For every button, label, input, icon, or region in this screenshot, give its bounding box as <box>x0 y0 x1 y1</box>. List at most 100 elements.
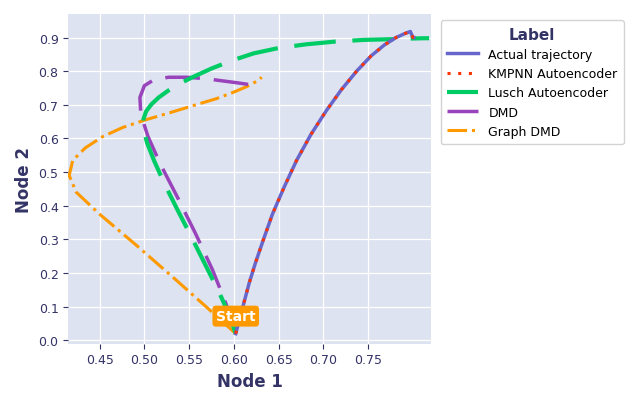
Actual trajectory <box>241 298 248 303</box>
Lusch Autoencoder <box>208 67 216 72</box>
Actual trajectory <box>307 133 315 138</box>
Actual trajectory <box>381 43 388 48</box>
Line: Graph DMD: Graph DMD <box>69 78 262 334</box>
Graph DMD <box>258 76 266 81</box>
KMPNN Autoencoder <box>280 185 288 190</box>
Actual trajectory <box>237 311 245 316</box>
DMD <box>164 76 172 81</box>
Graph DMD <box>96 212 104 217</box>
KMPNN Autoencoder <box>353 70 360 75</box>
KMPNN Autoencoder <box>245 281 253 286</box>
KMPNN Autoencoder <box>323 109 330 114</box>
KMPNN Autoencoder <box>409 36 417 41</box>
Lusch Autoencoder <box>226 313 234 318</box>
Line: Lusch Autoencoder: Lusch Autoencoder <box>143 39 429 334</box>
Actual trajectory <box>232 331 239 336</box>
Graph DMD <box>232 331 239 336</box>
Legend: Actual trajectory, KMPNN Autoencoder, Lusch Autoencoder, DMD, Graph DMD: Actual trajectory, KMPNN Autoencoder, Lu… <box>441 21 623 145</box>
Graph DMD <box>170 276 178 281</box>
X-axis label: Node 1: Node 1 <box>217 372 282 390</box>
KMPNN Autoencoder <box>233 328 241 333</box>
Lusch Autoencoder <box>360 38 367 43</box>
KMPNN Autoencoder <box>292 158 300 163</box>
KMPNN Autoencoder <box>410 36 418 41</box>
Graph DMD <box>230 90 238 95</box>
Graph DMD <box>65 174 73 179</box>
Actual trajectory <box>353 70 360 75</box>
Line: KMPNN Autoencoder: KMPNN Autoencoder <box>236 32 414 334</box>
DMD <box>191 231 199 236</box>
Lusch Autoencoder <box>408 37 415 42</box>
Graph DMD <box>166 111 174 116</box>
Lusch Autoencoder <box>187 234 195 239</box>
DMD <box>220 79 227 84</box>
Line: Actual trajectory: Actual trajectory <box>236 32 414 334</box>
KMPNN Autoencoder <box>241 298 248 303</box>
KMPNN Autoencoder <box>232 331 239 336</box>
Graph DMD <box>191 104 198 109</box>
Actual trajectory <box>323 109 330 114</box>
KMPNN Autoencoder <box>252 261 259 266</box>
DMD <box>173 196 181 200</box>
Lusch Autoencoder <box>140 127 147 132</box>
Actual trajectory <box>292 158 300 163</box>
Graph DMD <box>204 306 212 311</box>
Lusch Autoencoder <box>426 37 433 42</box>
KMPNN Autoencoder <box>401 32 409 37</box>
Actual trajectory <box>401 32 409 37</box>
Graph DMD <box>119 126 127 130</box>
Lusch Autoencoder <box>142 109 150 114</box>
Lusch Autoencoder <box>215 290 223 294</box>
Lusch Autoencoder <box>177 82 184 87</box>
DMD <box>232 331 239 336</box>
Lusch Autoencoder <box>202 262 209 267</box>
Lusch Autoencoder <box>303 43 310 48</box>
Graph DMD <box>99 135 106 140</box>
Actual trajectory <box>392 36 400 41</box>
Graph DMD <box>132 243 140 247</box>
DMD <box>209 268 216 273</box>
DMD <box>141 84 148 89</box>
Graph DMD <box>69 158 77 163</box>
Lusch Autoencoder <box>173 206 180 211</box>
Actual trajectory <box>235 321 243 326</box>
Lusch Autoencoder <box>420 37 428 42</box>
DMD <box>246 83 254 88</box>
KMPNN Autoencoder <box>269 212 276 217</box>
Actual trajectory <box>245 281 253 286</box>
DMD <box>136 96 144 100</box>
Line: DMD: DMD <box>140 78 250 334</box>
Lusch Autoencoder <box>232 331 239 336</box>
Graph DMD <box>212 97 220 102</box>
KMPNN Autoencoder <box>381 43 388 48</box>
Lusch Autoencoder <box>164 89 172 94</box>
DMD <box>157 162 164 167</box>
Lusch Autoencoder <box>386 38 394 43</box>
KMPNN Autoencoder <box>237 311 245 316</box>
Text: Start: Start <box>216 309 255 323</box>
Y-axis label: Node 2: Node 2 <box>15 147 33 212</box>
Lusch Autoencoder <box>250 52 257 57</box>
Actual trajectory <box>406 30 414 35</box>
Graph DMD <box>256 77 264 82</box>
Graph DMD <box>142 118 150 123</box>
KMPNN Autoencoder <box>406 30 414 35</box>
KMPNN Autoencoder <box>392 36 400 41</box>
KMPNN Autoencoder <box>337 88 345 93</box>
DMD <box>150 78 158 83</box>
Actual trajectory <box>367 55 375 60</box>
KMPNN Autoencoder <box>367 55 375 60</box>
DMD <box>222 301 230 306</box>
Actual trajectory <box>337 88 345 93</box>
Actual trajectory <box>260 237 268 242</box>
DMD <box>137 113 145 117</box>
KMPNN Autoencoder <box>260 237 268 242</box>
DMD <box>182 76 190 81</box>
DMD <box>144 135 152 140</box>
DMD <box>235 81 243 86</box>
Graph DMD <box>81 146 89 151</box>
DMD <box>202 77 209 82</box>
Lusch Autoencoder <box>227 59 235 64</box>
Lusch Autoencoder <box>160 181 168 186</box>
Actual trajectory <box>252 261 259 266</box>
